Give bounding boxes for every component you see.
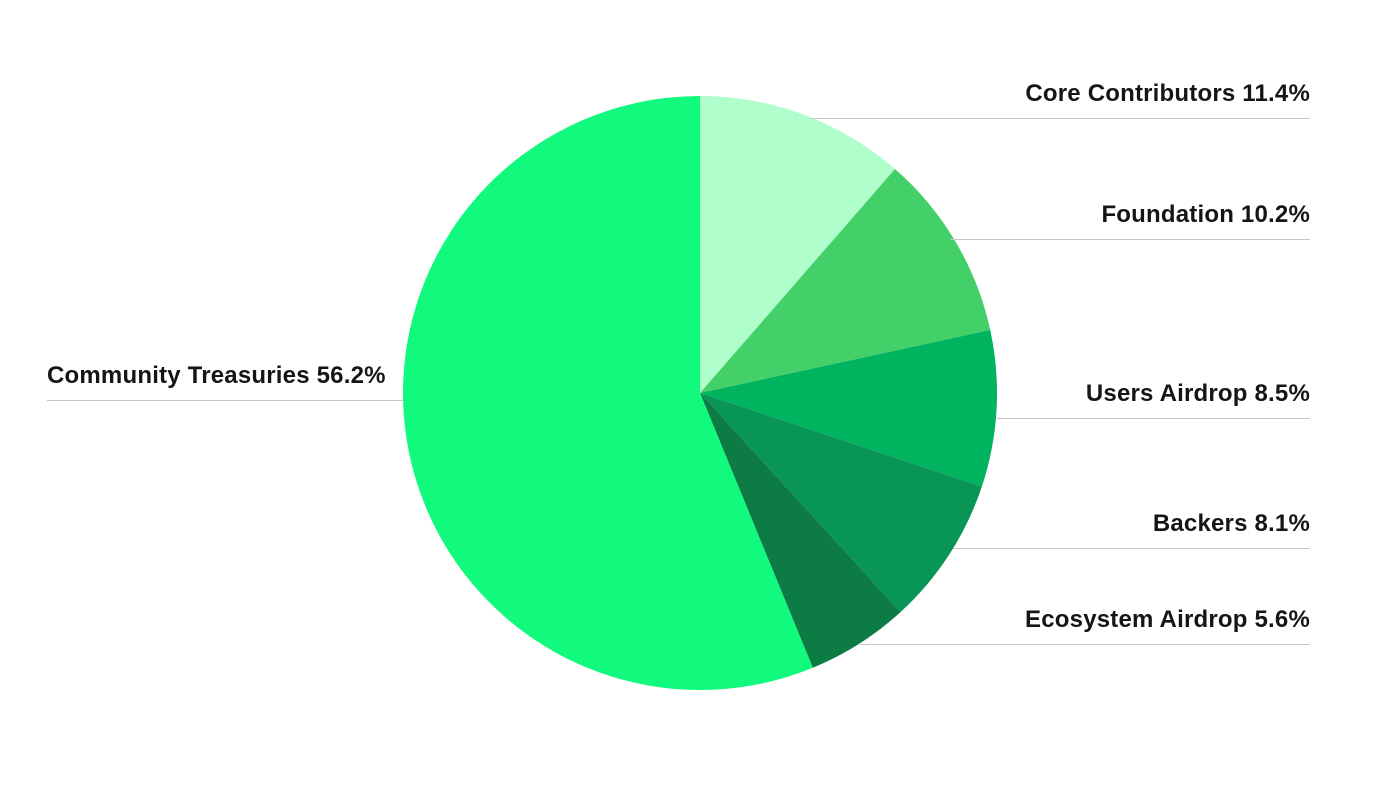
leader-line-community-treasuries <box>47 400 403 401</box>
callout-core-contributors: Core Contributors 11.4% <box>810 80 1310 119</box>
callout-users-airdrop: Users Airdrop 8.5% <box>997 380 1310 419</box>
leader-line-foundation <box>950 239 1310 240</box>
leader-line-core-contributors <box>810 118 1310 119</box>
callout-ecosystem-airdrop: Ecosystem Airdrop 5.6% <box>860 606 1310 645</box>
callout-foundation: Foundation 10.2% <box>950 201 1310 240</box>
pie-slice-backers[interactable] <box>700 393 982 613</box>
pie-slice-core-contributors[interactable] <box>700 96 896 393</box>
leader-line-backers <box>953 548 1310 549</box>
pie-slice-ecosystem-airdrop[interactable] <box>700 393 901 668</box>
slice-label-backers: Backers 8.1% <box>1152 510 1310 537</box>
callout-backers: Backers 8.1% <box>953 510 1310 549</box>
callout-community-treasuries: Community Treasuries 56.2% <box>47 362 403 401</box>
slice-label-community-treasuries: Community Treasuries 56.2% <box>47 362 386 389</box>
pie-slice-community-treasuries[interactable] <box>403 96 813 690</box>
pie-slice-foundation[interactable] <box>700 168 991 393</box>
slice-label-users-airdrop: Users Airdrop 8.5% <box>1085 380 1310 407</box>
slice-label-core-contributors: Core Contributors 11.4% <box>1025 80 1310 107</box>
slice-label-ecosystem-airdrop: Ecosystem Airdrop 5.6% <box>1025 606 1310 633</box>
leader-line-ecosystem-airdrop <box>860 644 1310 645</box>
leader-line-users-airdrop <box>997 418 1310 419</box>
pie-slice-users-airdrop[interactable] <box>700 330 998 487</box>
slice-label-foundation: Foundation 10.2% <box>1101 201 1310 228</box>
